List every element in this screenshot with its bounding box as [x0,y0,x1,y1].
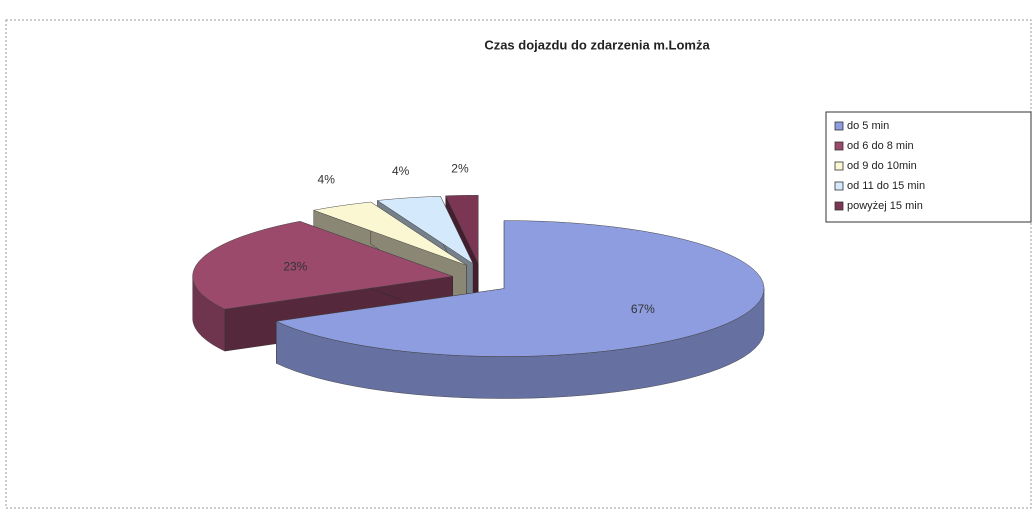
slice-top [192,221,453,310]
slice-top [275,220,765,357]
legend-swatch [834,161,844,171]
legend-swatch [834,201,844,211]
chart-title: Czas dojazdu do zdarzenia m.Lomża [484,37,710,52]
legend-box [825,111,1032,223]
data-label: 4% [318,173,336,187]
legend-swatch [834,121,844,131]
legend-label: od 11 do 15 min [847,180,925,192]
slice-top [312,201,467,266]
data-label: 23% [283,259,307,273]
legend-label: do 5 min [847,120,889,132]
legend-label: powyżej 15 min [847,200,923,212]
slice-top [376,196,474,265]
slice-top [445,194,479,264]
data-label: 67% [631,302,655,316]
slice [275,220,765,399]
legend-label: od 9 do 10min [847,160,917,172]
legend-swatch [834,141,844,151]
legend-label: od 6 do 8 min [847,140,914,152]
data-label: 2% [451,161,469,175]
data-label: 4% [392,164,410,178]
legend-swatch [834,181,844,191]
